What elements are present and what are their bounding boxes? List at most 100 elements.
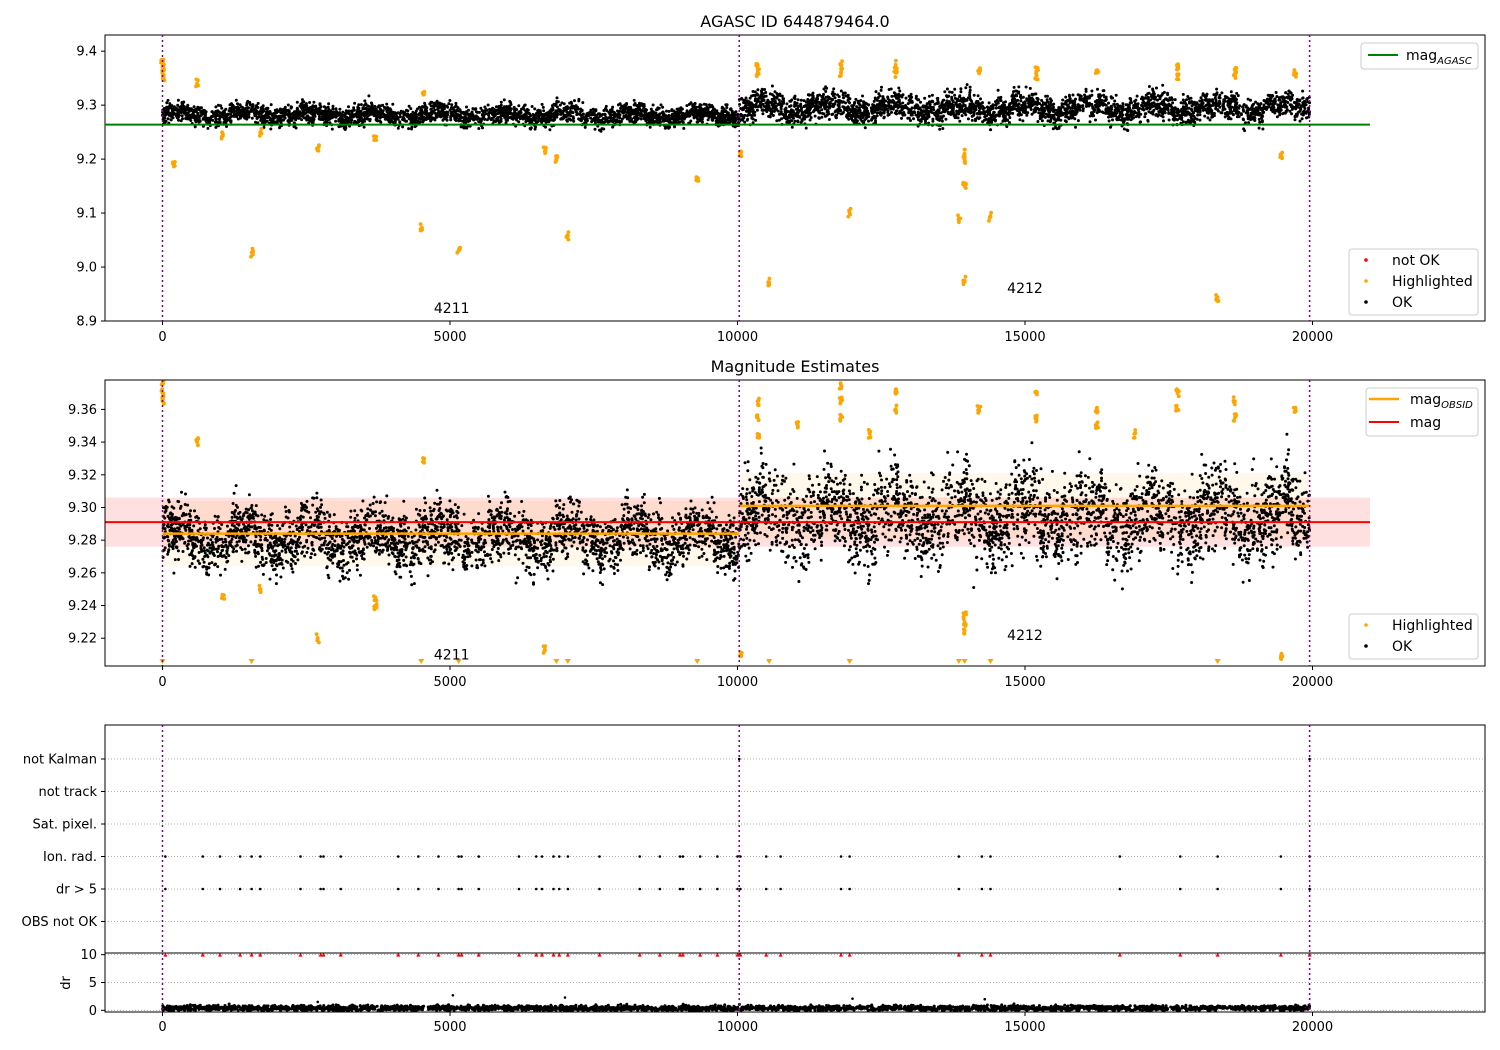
dr-clipped-marker [517,952,521,957]
flag-point [839,855,843,858]
magnitude-highlighted-point [1096,425,1100,430]
agasc-highlighted-point [957,220,961,225]
x-tick-label: 10000 [717,675,758,690]
flag-category-label: Sat. pixel. [33,818,97,833]
flag-point [1279,855,1283,858]
x-tick-label: 5000 [433,330,466,345]
legend-marker-ok [1364,300,1368,304]
y-tick-label: 9.4 [76,45,97,60]
dr-clipped-marker [1178,952,1183,957]
agasc-highlighted-point [543,151,547,156]
magnitude-highlighted-point [541,644,546,649]
dr-clipped-marker [551,952,556,957]
out-of-range-marker [418,659,425,664]
magnitude-legend-top: magOBSID mag [1365,387,1479,437]
magnitude-highlighted-point [893,408,897,412]
magnitude-highlighted-point [978,404,983,409]
agasc-highlighted-point [1292,68,1297,72]
agasc-legend-top: magAGASC [1360,42,1479,70]
agasc-highlighted-point [259,126,264,131]
magnitude-highlighted-point [1174,403,1179,408]
agasc-highlighted-point [1033,65,1038,70]
flag-point [164,887,167,891]
agasc-highlighted-point [976,69,980,73]
magnitude-highlighted-point [893,388,898,393]
flag-category-label: not Kalman [23,753,97,768]
y-tick-label: 9.0 [76,261,97,276]
flags-panel: not Kalman not track Sat. pixel. Ion. rad. d… [22,724,1486,1035]
agasc-highlighted-point [1280,150,1285,155]
magnitude-highlighted-point [1231,395,1236,399]
agasc-highlighted-point [755,68,760,73]
agasc-highlighted-point [754,63,759,68]
flag-point [540,855,544,858]
x-tick-label: 15000 [1004,675,1045,690]
magnitude-highlighted-point [838,412,843,417]
flag-point [764,887,768,891]
flag-point [437,855,440,858]
agasc-highlighted-point [694,175,699,180]
y-tick-label: 0 [89,1004,97,1019]
agasc-highlighted-point [893,75,898,79]
legend-label-highlighted: Highlighted [1392,274,1473,290]
flag-point [1178,855,1182,858]
flag-point [552,855,555,858]
legend-label-ok: OK [1392,295,1413,311]
out-of-range-marker [846,659,853,664]
magnitude-panel-title: Magnitude Estimates [711,357,880,376]
dr-outlier-point [983,997,987,1001]
magnitude-highlighted-point [795,421,799,426]
dr-clipped-marker [534,952,539,957]
dr-clipped-marker [459,952,464,957]
magnitude-highlighted-point [1231,418,1236,423]
agasc-highlighted-point [161,76,166,80]
flag-point [1279,887,1283,891]
agasc-highlighted-point [317,143,321,148]
flag-point [1216,855,1219,858]
flag-point [299,855,302,858]
flag-point [201,887,205,891]
magnitude-highlighted-point [372,604,377,609]
agasc-ok-series [161,83,1312,133]
magnitude-highlighted-point [161,391,166,396]
dr-clipped-marker [847,952,852,957]
x-tick-label: 20000 [1292,330,1333,345]
flag-point [1118,855,1122,858]
agasc-highlighted-point [553,160,558,164]
magnitude-highlighted-point [162,401,166,406]
magnitude-highlighted-point [838,418,843,423]
dr-clipped-marker [163,952,168,957]
flag-category-label: OBS not OK [22,915,98,930]
out-of-range-marker [955,659,962,664]
flag-point [678,887,682,891]
agasc-highlighted-point [1093,71,1098,75]
dr-clipped-marker [735,952,740,957]
x-tick-label: 20000 [1292,1020,1333,1035]
agasc-highlighted-point [1232,72,1237,76]
agasc-highlighted-point [893,62,898,67]
legend-marker-highlighted [1364,623,1368,627]
y-tick-label: 9.24 [68,599,97,614]
dr-clipped-marker [1117,952,1122,957]
dr-clipped-marker [218,952,222,957]
magnitude-highlighted-point [757,434,761,439]
flag-point [258,855,262,858]
dr-outlier-point [563,996,567,999]
flag-point [339,855,343,858]
flag-point [736,855,739,858]
magnitude-highlighted-point [1034,419,1038,424]
x-tick-label: 0 [158,330,166,345]
dr-clipped-marker [318,952,323,957]
dr-clipped-marker [476,952,481,957]
agasc-highlighted-point [766,283,771,288]
dr-clipped-marker [436,952,441,957]
agasc-highlighted-point [1234,66,1239,70]
flag-point [638,855,642,858]
flag-point [848,855,851,858]
agasc-highlighted-point [988,215,992,219]
flag-point [417,855,420,858]
flag-point [716,887,719,891]
agasc-highlighted-point [839,63,843,68]
flag-point [566,855,570,858]
agasc-highlighted-point [894,58,898,63]
